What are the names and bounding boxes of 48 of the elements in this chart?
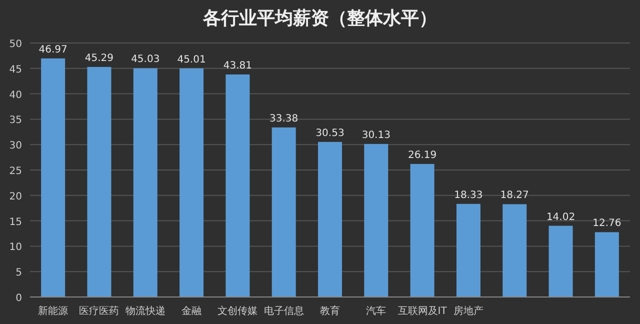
bar [456,204,480,297]
x-tick-label: 文创传媒 [218,305,258,317]
bar [180,68,204,297]
data-label: 14.02 [546,212,576,223]
x-tick-label: 物流快递 [125,305,166,317]
data-label: 43.81 [223,60,252,72]
bar [41,58,66,297]
y-tick-label: 5 [16,268,22,279]
y-tick-label: 0 [16,293,22,304]
y-tick-label: 10 [9,242,22,254]
y-tick-label: 20 [9,191,22,202]
data-label: 30.53 [316,128,344,139]
bar [226,74,250,297]
x-tick-label: 电子信息 [264,305,304,317]
chart-title: 各行业平均薪资（整体水平） [202,8,437,29]
data-label: 45.03 [131,54,160,66]
bar [87,66,112,297]
bar [548,226,573,297]
x-tick-label: 教育 [320,305,340,317]
data-label: 45.01 [177,54,206,66]
x-tick-label: 金融 [182,305,202,317]
y-tick-label: 35 [9,115,22,126]
bar [318,142,342,297]
data-label: 12.76 [592,218,622,230]
y-tick-label: 50 [9,39,22,50]
bar [410,164,434,297]
x-tick-label: 汽车 [366,305,386,317]
y-tick-label: 45 [9,64,22,76]
bar [272,127,296,297]
data-label: 30.13 [362,130,390,141]
x-tick-label: 医疗医药 [79,305,120,317]
x-tick-label: 房地产 [453,305,484,317]
data-label: 26.19 [408,150,437,161]
y-tick-label: 40 [9,90,22,101]
data-label: 18.27 [500,190,529,202]
x-tick-label: 互联网及IT [398,305,448,317]
bar [133,68,158,297]
data-label: 18.33 [454,190,483,201]
y-tick-label: 25 [9,166,22,177]
bar [364,144,388,297]
y-tick-label: 30 [9,140,22,152]
x-tick-label: 新能源 [38,305,68,317]
bar [502,204,527,297]
bar [594,232,619,297]
data-label: 46.97 [38,44,68,56]
data-label: 45.29 [84,52,114,64]
data-label: 33.38 [270,113,298,124]
y-tick-label: 15 [9,216,22,228]
